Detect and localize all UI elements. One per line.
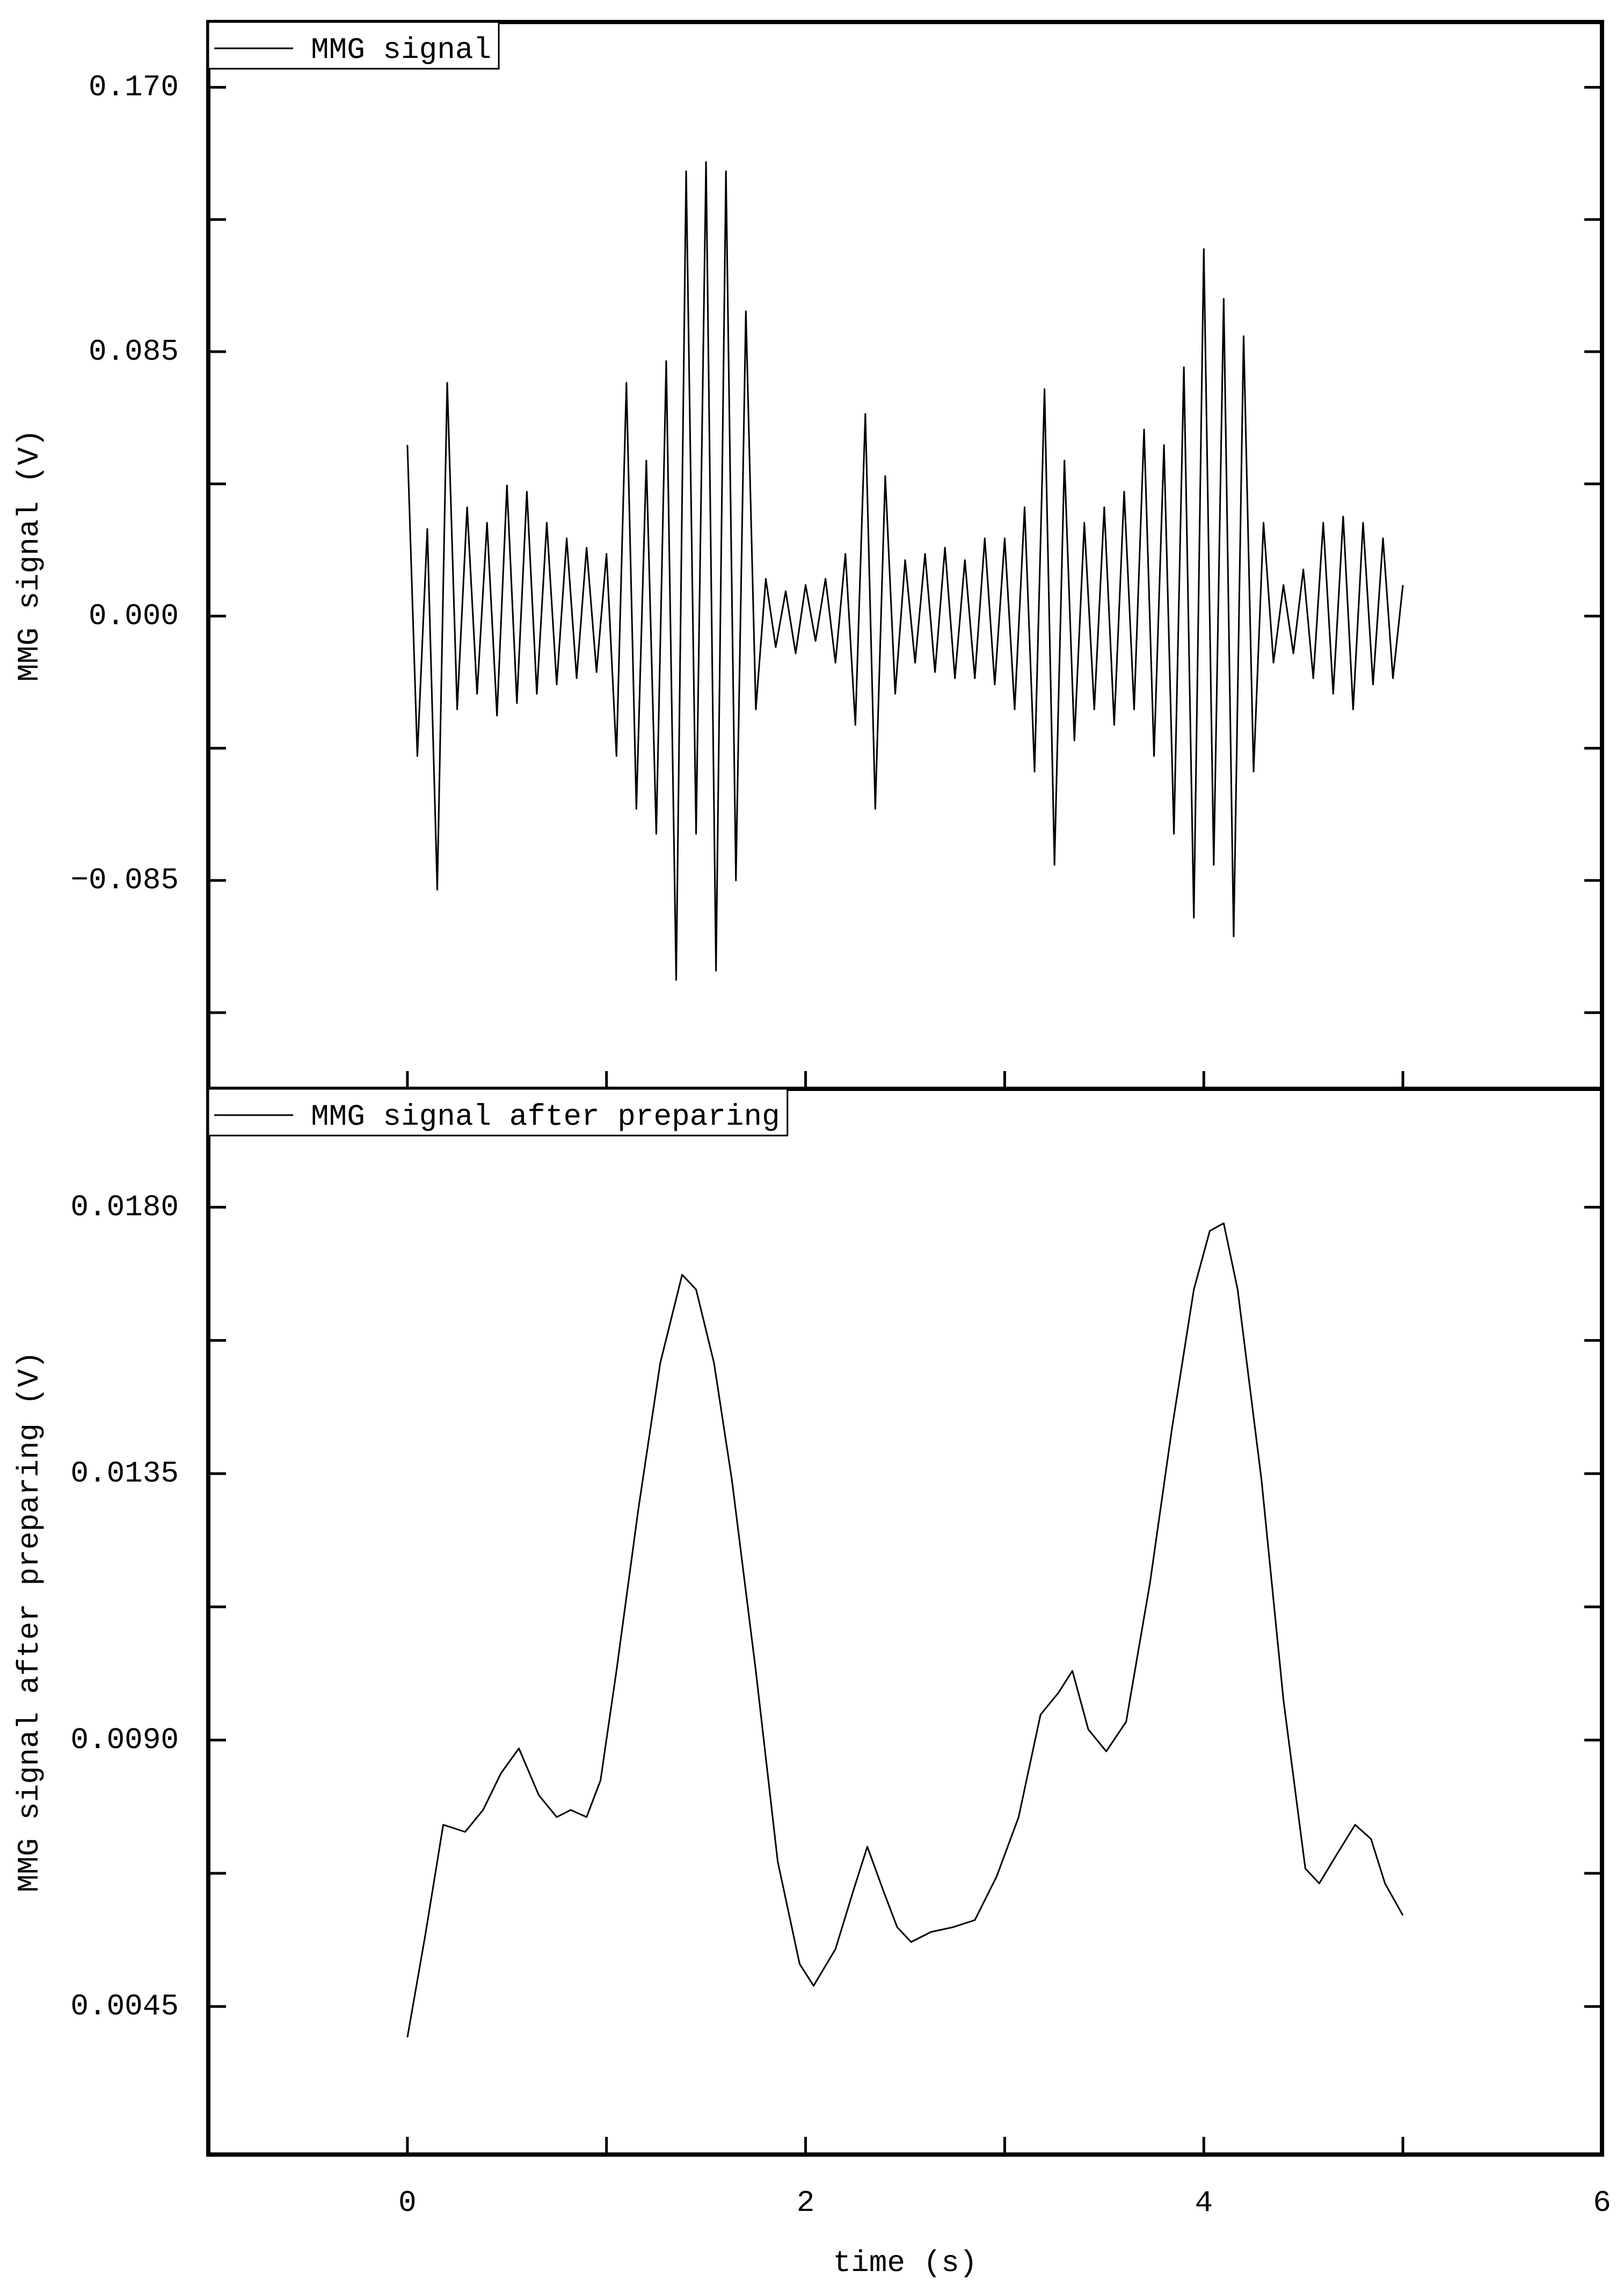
y-tick-label: 0.170 [89,70,179,104]
legend: MMG signal [207,21,500,70]
data-line [406,1222,1404,2038]
y-tick-label: 0.000 [89,599,179,633]
x-axis-title: time (s) [833,2246,978,2280]
legend: MMG signal after preparing [207,1088,789,1137]
plot-frame [206,1087,1604,2157]
legend-label: MMG signal after preparing [311,1100,780,1134]
plot-frame [206,20,1604,1091]
x-tick-label: 6 [1593,2186,1611,2220]
y-axis-title: MMG signal after preparing (V) [12,1351,47,1892]
y-tick-label: 0.0180 [70,1190,179,1224]
y-tick-label: 0.0135 [70,1457,179,1491]
legend-box [207,1088,789,1137]
legend-label: MMG signal [311,33,491,67]
x-tick-label: 0 [398,2186,417,2220]
y-tick-label: 0.0090 [70,1723,179,1757]
x-tick-label: 2 [797,2186,815,2220]
data-line [406,161,1404,981]
y-tick-label: 0.0045 [70,1989,179,2024]
y-tick-label: 0.085 [89,334,179,369]
y-tick-label: −0.085 [70,863,179,898]
x-tick-label: 4 [1195,2186,1213,2220]
y-axis-title: MMG signal (V) [12,429,47,681]
legend-box [207,21,500,70]
